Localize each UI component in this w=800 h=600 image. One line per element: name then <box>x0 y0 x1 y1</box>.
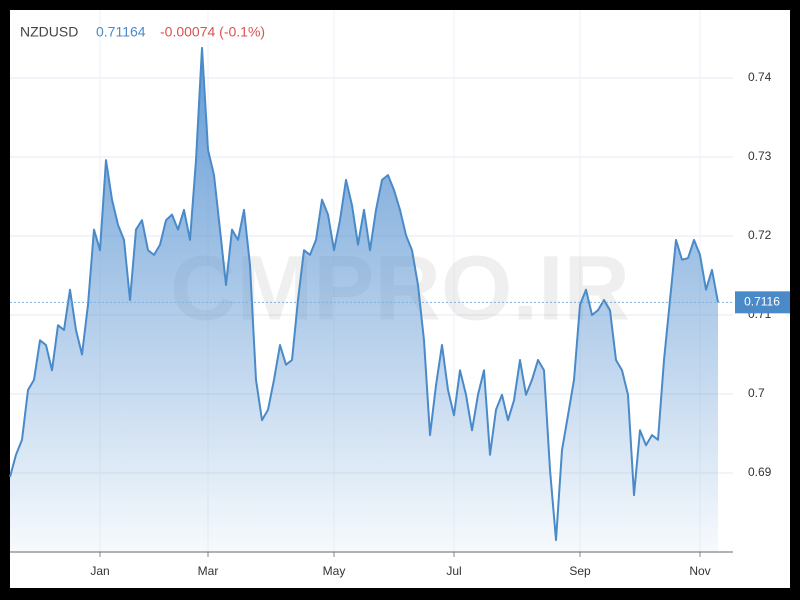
current-price-label: 0.7116 <box>744 295 780 309</box>
last-value: 0.71164 <box>96 24 146 40</box>
x-tick-label: Sep <box>569 564 591 578</box>
line <box>9 46 719 542</box>
x-tick-label: Jul <box>446 564 461 578</box>
x-tick-label: Mar <box>198 564 219 578</box>
y-tick-label: 0.69 <box>748 465 772 479</box>
current-price-box <box>735 291 790 314</box>
y-tick-label: 0.7 <box>748 386 765 400</box>
y-tick-label: 0.74 <box>748 70 772 84</box>
x-tick-label: Jan <box>90 564 109 578</box>
change: -0.00074 (-0.1%) <box>160 24 265 40</box>
symbol: NZDUSD <box>20 24 78 40</box>
area <box>10 47 718 553</box>
y-tick-label: 0.72 <box>748 228 772 242</box>
y-tick-label: 0.73 <box>748 149 772 163</box>
x-tick-label: May <box>323 564 346 578</box>
x-tick-label: Nov <box>689 564 710 578</box>
